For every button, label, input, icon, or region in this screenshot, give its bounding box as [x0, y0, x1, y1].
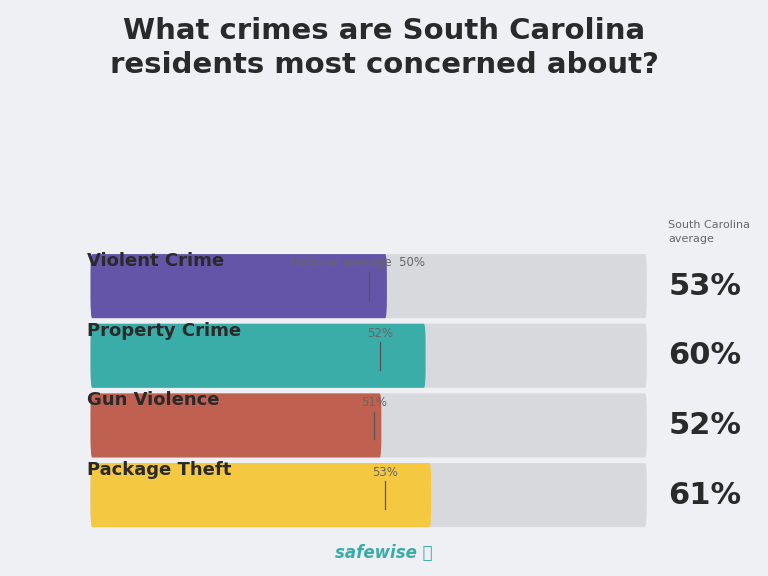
FancyBboxPatch shape — [91, 393, 382, 457]
Text: National average  50%: National average 50% — [290, 256, 425, 270]
Text: 52%: 52% — [366, 327, 392, 340]
Text: Violent Crime: Violent Crime — [87, 252, 223, 270]
Text: 53%: 53% — [372, 466, 398, 479]
Text: Property Crime: Property Crime — [87, 322, 240, 340]
Text: 51%: 51% — [361, 396, 387, 410]
FancyBboxPatch shape — [91, 254, 387, 318]
FancyBboxPatch shape — [91, 324, 425, 388]
Text: Package Theft: Package Theft — [87, 461, 231, 479]
Text: South Carolina
average: South Carolina average — [668, 221, 750, 244]
FancyBboxPatch shape — [91, 254, 647, 318]
FancyBboxPatch shape — [91, 393, 647, 457]
Text: 61%: 61% — [668, 480, 741, 510]
Text: safewise 🦉: safewise 🦉 — [335, 544, 433, 562]
Text: What crimes are South Carolina
residents most concerned about?: What crimes are South Carolina residents… — [110, 17, 658, 79]
FancyBboxPatch shape — [91, 463, 431, 527]
FancyBboxPatch shape — [91, 324, 647, 388]
Text: 53%: 53% — [668, 272, 741, 301]
Text: Gun Violence: Gun Violence — [87, 392, 219, 410]
FancyBboxPatch shape — [91, 463, 647, 527]
Text: 60%: 60% — [668, 342, 741, 370]
Text: 52%: 52% — [668, 411, 741, 440]
